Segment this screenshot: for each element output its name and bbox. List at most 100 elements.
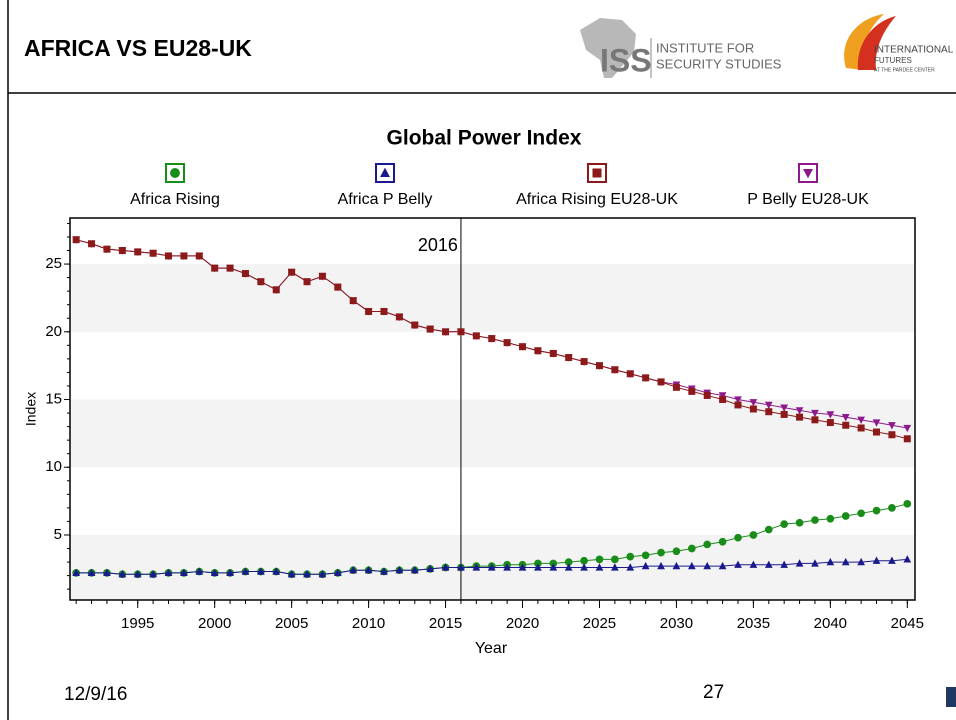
marker bbox=[411, 321, 419, 329]
marker bbox=[903, 435, 911, 443]
ifs-logo: INTERNATIONAL FUTURES AT THE PARDEE CENT… bbox=[844, 14, 954, 73]
marker bbox=[857, 424, 865, 432]
marker bbox=[811, 409, 819, 418]
x-tick-label: 2020 bbox=[506, 615, 539, 632]
marker bbox=[657, 561, 665, 570]
marker bbox=[626, 552, 635, 561]
marker bbox=[133, 570, 142, 578]
marker bbox=[149, 249, 157, 257]
marker bbox=[472, 332, 480, 340]
marker bbox=[288, 268, 296, 276]
marker bbox=[642, 374, 650, 382]
marker bbox=[764, 560, 773, 568]
marker bbox=[764, 401, 773, 410]
plot-frame bbox=[69, 217, 916, 601]
marker bbox=[88, 240, 96, 248]
page-badge bbox=[946, 687, 956, 707]
marker bbox=[564, 558, 573, 566]
marker bbox=[841, 557, 850, 566]
marker bbox=[903, 424, 912, 433]
marker bbox=[226, 568, 234, 577]
iss-abbr: ISS bbox=[600, 42, 652, 78]
marker bbox=[903, 499, 912, 508]
marker bbox=[441, 563, 450, 571]
marker bbox=[811, 559, 819, 567]
marker bbox=[318, 570, 327, 578]
marker bbox=[749, 405, 757, 413]
marker bbox=[210, 568, 219, 577]
x-tick-label: 2000 bbox=[198, 615, 231, 632]
marker bbox=[426, 325, 434, 333]
marker bbox=[72, 236, 80, 244]
marker bbox=[780, 404, 789, 412]
marker bbox=[703, 540, 712, 549]
marker bbox=[257, 278, 265, 286]
marker bbox=[703, 561, 712, 570]
marker bbox=[857, 557, 865, 566]
africa-shape bbox=[580, 18, 636, 78]
annotation-label: 2016 bbox=[418, 235, 458, 255]
marker bbox=[718, 561, 727, 570]
marker bbox=[564, 563, 573, 571]
y-tick-label: 25 bbox=[45, 255, 62, 272]
marker bbox=[811, 416, 819, 424]
marker bbox=[103, 245, 111, 253]
marker bbox=[164, 568, 173, 577]
marker bbox=[226, 264, 234, 272]
marker bbox=[457, 563, 465, 571]
marker bbox=[457, 328, 465, 336]
marker bbox=[803, 168, 813, 179]
marker bbox=[349, 297, 357, 305]
marker bbox=[611, 555, 619, 564]
marker bbox=[811, 516, 819, 524]
marker bbox=[641, 551, 650, 560]
marker bbox=[595, 555, 604, 564]
marker bbox=[734, 533, 742, 542]
marker bbox=[657, 378, 665, 386]
iss-line: SECURITY STUDIES bbox=[656, 56, 782, 71]
marker bbox=[657, 548, 665, 557]
marker bbox=[780, 520, 789, 528]
marker bbox=[472, 563, 481, 571]
x-tick-label: 2015 bbox=[429, 615, 462, 632]
marker bbox=[626, 563, 635, 571]
footer-date: 12/9/16 bbox=[64, 684, 127, 705]
marker bbox=[180, 252, 188, 260]
marker bbox=[857, 509, 865, 518]
marker bbox=[873, 428, 881, 436]
slide-title: AFRICA VS EU28-UK bbox=[24, 35, 252, 61]
marker bbox=[592, 168, 602, 178]
marker bbox=[149, 570, 157, 578]
marker bbox=[734, 396, 742, 404]
marker bbox=[626, 370, 634, 378]
ifs-swoosh bbox=[857, 16, 896, 70]
marker bbox=[364, 565, 373, 574]
marker bbox=[734, 560, 742, 568]
marker bbox=[826, 514, 835, 523]
x-tick-label: 2030 bbox=[660, 615, 693, 632]
marker bbox=[380, 307, 388, 315]
marker bbox=[888, 504, 896, 512]
marker bbox=[749, 531, 758, 539]
marker bbox=[872, 556, 881, 564]
y-tick-label: 20 bbox=[45, 323, 62, 340]
marker bbox=[764, 525, 773, 534]
x-tick-label: 2045 bbox=[891, 615, 924, 632]
marker bbox=[318, 272, 326, 280]
iss-line: INSTITUTE FOR bbox=[656, 40, 754, 55]
x-tick-label: 2040 bbox=[814, 615, 847, 632]
y-tick-label: 15 bbox=[45, 390, 62, 407]
marker bbox=[103, 568, 111, 577]
marker bbox=[257, 567, 265, 575]
marker bbox=[395, 313, 403, 321]
marker bbox=[488, 335, 496, 343]
marker bbox=[796, 413, 804, 421]
marker bbox=[272, 567, 281, 575]
y-axis-label: Index bbox=[23, 392, 39, 426]
marker bbox=[241, 270, 249, 278]
marker bbox=[903, 555, 912, 563]
marker bbox=[857, 416, 865, 425]
marker bbox=[872, 506, 881, 515]
marker bbox=[888, 556, 896, 564]
